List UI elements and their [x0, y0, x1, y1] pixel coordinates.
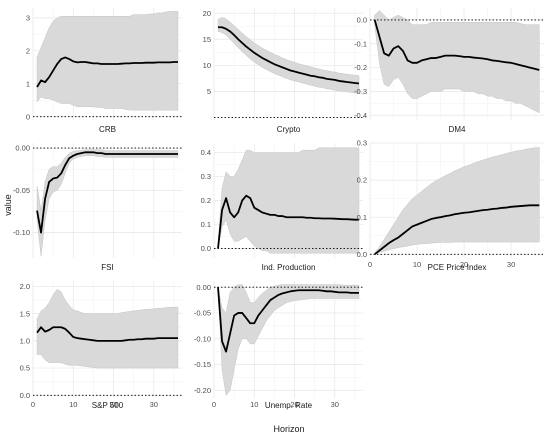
confidence-band: [374, 147, 540, 255]
panel-3: 0.0 -0.1 -0.2 -0.3 -0.4 DM4: [354, 8, 544, 134]
x-tick-label: 20: [109, 400, 117, 409]
y-tick-label: 1.0: [20, 336, 30, 345]
x-tick-label: 20: [460, 260, 468, 269]
confidence-band: [36, 11, 179, 111]
y-tick-label: 5: [207, 87, 211, 96]
panel-title: S&P 500: [92, 401, 124, 410]
panel-title: DM4: [449, 125, 466, 134]
x-tick-label: 20: [290, 400, 298, 409]
confidence-band: [217, 284, 360, 397]
panel-title: Unemp. Rate: [265, 401, 313, 410]
y-tick-label: -0.10: [194, 334, 211, 343]
response-line: [36, 151, 178, 234]
y-tick-label: -0.1: [354, 39, 367, 48]
confidence-band: [36, 288, 179, 369]
y-tick-label: -0.4: [354, 111, 367, 120]
y-tick-label: -0.3: [354, 87, 367, 96]
confidence-band: [217, 147, 360, 254]
x-tick-label: 0: [212, 400, 216, 409]
panel-title: FSI: [101, 263, 113, 272]
response-line: [36, 56, 178, 88]
panel-title: CRB: [99, 125, 116, 134]
response-line: [218, 26, 360, 85]
y-tick-label: 0.3: [201, 172, 211, 181]
y-tick-label: 0.1: [201, 220, 211, 229]
y-tick-label: 2: [26, 46, 30, 55]
y-tick-label: 0.2: [201, 196, 211, 205]
y-tick-label: 0.0: [20, 391, 30, 400]
x-tick-label: 10: [250, 400, 258, 409]
y-tick-label: 0.2: [357, 176, 367, 185]
response-line: [374, 204, 540, 255]
response-line: [217, 287, 359, 353]
y-tick-label: -0.10: [13, 228, 30, 237]
panel-5: 0.0 0.1 0.2 0.3 0.4 Ind. Production: [201, 143, 363, 272]
y-tick-label: 0.4: [201, 148, 211, 157]
confidence-band: [217, 17, 360, 94]
panel-title: Ind. Production: [262, 263, 316, 272]
panel-6: 0.0 0.1 0.2 0.3 0 10 20 30 PCE Price Index: [357, 139, 544, 272]
response-line: [217, 194, 359, 249]
panel-title: PCE Price Index: [428, 263, 487, 272]
panel-title: Crypto: [277, 125, 301, 134]
response-line: [373, 19, 540, 71]
y-tick-label: 1.5: [20, 309, 30, 318]
panel-2: 5 10 15 20 Crypto: [203, 8, 363, 134]
y-tick-label: 0.00: [196, 283, 211, 292]
panel-4: 0.00 -0.05 -0.10 FSI: [13, 143, 182, 272]
response-line: [36, 326, 178, 342]
x-tick-label: 30: [331, 400, 339, 409]
y-tick-label: 10: [203, 61, 211, 70]
y-tick-label: 1: [26, 79, 30, 88]
y-axis-label: value: [3, 194, 13, 216]
x-tick-label: 30: [507, 260, 515, 269]
y-tick-label: 0: [26, 112, 30, 121]
confidence-band: [36, 149, 179, 257]
y-tick-label: 0.5: [20, 364, 30, 373]
y-tick-label: 2.0: [20, 282, 30, 291]
y-tick-label: -0.20: [194, 386, 211, 395]
y-tick-label: 0.00: [15, 144, 30, 153]
y-tick-label: 20: [203, 9, 211, 18]
x-tick-label: 10: [69, 400, 77, 409]
confidence-band: [374, 10, 540, 114]
x-axis-label: Horizon: [273, 424, 304, 434]
y-tick-label: 0.0: [201, 244, 211, 253]
y-tick-label: 15: [203, 35, 211, 44]
y-tick-label: 0.1: [357, 213, 367, 222]
panel-8: 0.00 -0.05 -0.10 -0.15 -0.200 10 20 30 Unemp. Ra…: [194, 281, 363, 410]
y-tick-label: -0.05: [13, 186, 30, 195]
x-tick-label: 10: [413, 260, 421, 269]
panel-1: 0 1 2 3 CRB: [26, 8, 182, 134]
y-tick-label: 3: [26, 13, 30, 22]
y-tick-label: -0.05: [194, 309, 211, 318]
y-tick-label: 0.0: [357, 250, 367, 259]
x-tick-label: 0: [31, 400, 35, 409]
panel-7: 0.0 0.5 1.0 1.5 2.0 0 10 20 30 S&P 500: [20, 281, 182, 410]
y-tick-label: -0.2: [354, 63, 367, 72]
y-tick-label: 0.0: [357, 16, 367, 25]
x-tick-label: 0: [368, 260, 372, 269]
y-tick-label: -0.15: [194, 360, 211, 369]
x-tick-label: 30: [150, 400, 158, 409]
y-tick-label: 0.3: [357, 139, 367, 148]
